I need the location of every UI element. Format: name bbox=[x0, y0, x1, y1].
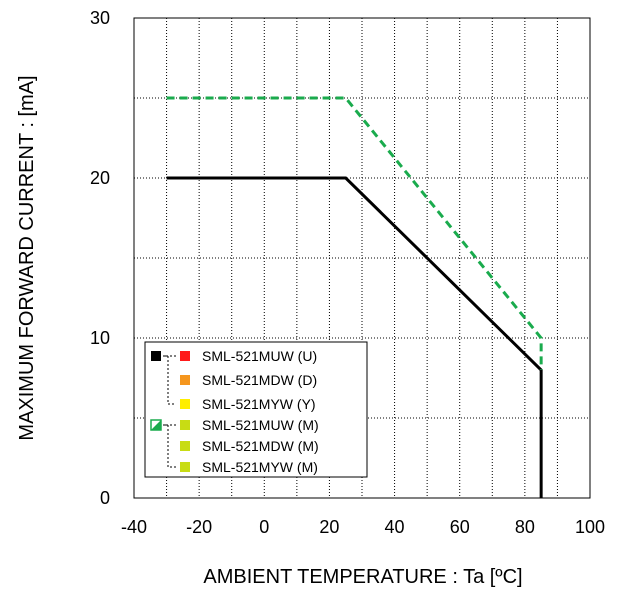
legend-label: SML-521MDW (M) bbox=[202, 438, 319, 454]
series-line-green-dashed bbox=[167, 98, 542, 370]
legend: SML-521MUW (U) SML-521MDW (D) SML-521MYW (… bbox=[145, 342, 367, 477]
legend-swatch bbox=[180, 399, 190, 409]
legend-swatch bbox=[180, 351, 190, 361]
y-tick-label: 30 bbox=[90, 8, 110, 28]
y-tick-label: 20 bbox=[90, 168, 110, 188]
x-axis-label: AMBIENT TEMPERATURE : Ta [ºC] bbox=[203, 566, 522, 588]
x-tick-label: 0 bbox=[259, 517, 269, 537]
y-tick-label: 10 bbox=[90, 328, 110, 348]
legend-key-black-solid bbox=[151, 351, 161, 361]
x-tick-label: -40 bbox=[121, 517, 147, 537]
x-tick-labels: -40 -20 0 20 40 60 80 100 bbox=[121, 517, 605, 537]
legend-label: SML-521MYW (Y) bbox=[202, 396, 316, 412]
x-tick-label: 20 bbox=[319, 517, 339, 537]
legend-label: SML-521MYW (M) bbox=[202, 459, 318, 475]
legend-label: SML-521MUW (M) bbox=[202, 417, 319, 433]
y-tick-label: 0 bbox=[100, 488, 110, 508]
legend-label: SML-521MDW (D) bbox=[202, 372, 317, 388]
legend-swatch bbox=[180, 420, 190, 430]
legend-label: SML-521MUW (U) bbox=[202, 348, 317, 364]
x-tick-label: 100 bbox=[575, 517, 605, 537]
legend-swatch bbox=[180, 375, 190, 385]
x-tick-label: 40 bbox=[385, 517, 405, 537]
legend-swatch bbox=[180, 462, 190, 472]
legend-swatch bbox=[180, 441, 190, 451]
x-tick-label: -20 bbox=[186, 517, 212, 537]
x-tick-label: 60 bbox=[450, 517, 470, 537]
y-axis-label: MAXIMUM FORWARD CURRENT : [mA] bbox=[16, 75, 38, 440]
y-tick-labels: 0 10 20 30 bbox=[90, 8, 110, 508]
x-tick-label: 80 bbox=[515, 517, 535, 537]
